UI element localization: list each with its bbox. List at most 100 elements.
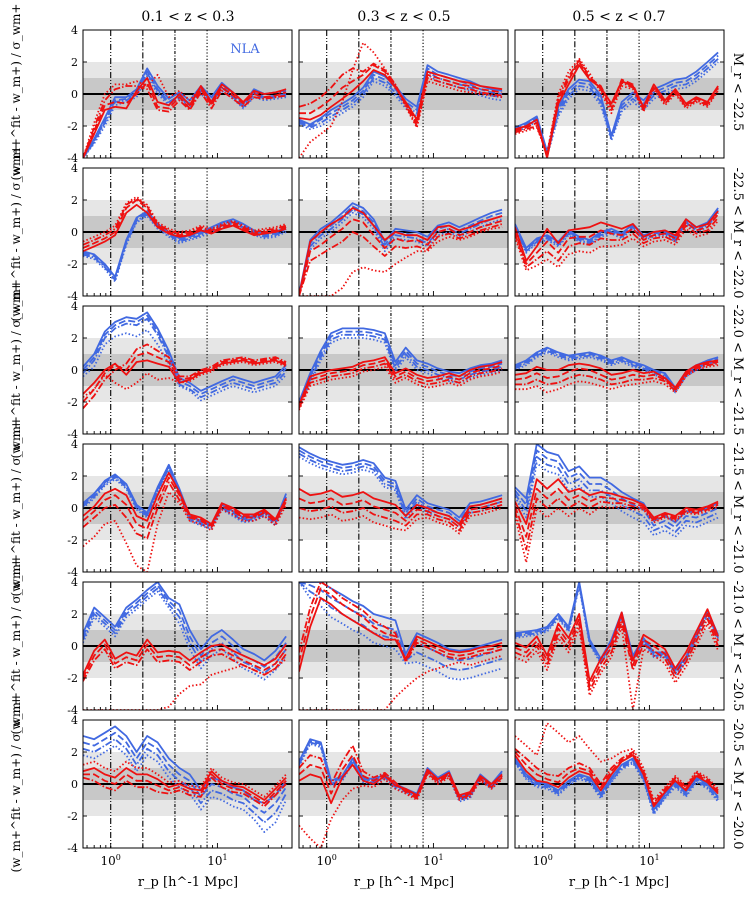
y-tick-label: -4 (67, 290, 78, 303)
panel-r0-c2 (514, 29, 725, 159)
series-tatt-dashed (299, 64, 503, 124)
series-group (83, 67, 287, 158)
series-tatt-dashdot (83, 197, 287, 246)
y-label-4: (w_m+^fit - w_m+) / σ_wm+ (9, 558, 23, 735)
y-label-3: (w_m+^fit - w_m+) / σ_wm+ (9, 420, 23, 597)
series-tatt-dashdot (83, 776, 287, 808)
series-tatt-dashdot (83, 85, 287, 158)
series-nla-solid (299, 64, 503, 126)
series-tatt-dashed (515, 487, 719, 538)
y-tick-label: 4 (71, 714, 78, 727)
series-nla-dashdot (299, 208, 503, 296)
series-tatt-dashed (83, 476, 287, 530)
x-label-1: r_p [h^-1 Mpc] (354, 875, 454, 890)
series-tatt-dotted (299, 226, 503, 296)
series-nla-solid (83, 582, 287, 662)
series-nla-solid (515, 757, 719, 811)
y-tick-label: 0 (71, 364, 78, 377)
series-tatt-dashdot (299, 362, 503, 409)
y-tick-label: -2 (67, 672, 78, 685)
y-tick-label: -2 (67, 534, 78, 547)
series-tatt-dotted (83, 195, 287, 243)
panel-r4-c2 (514, 581, 725, 711)
y-tick-label: 4 (71, 438, 78, 451)
series-nla-dashed (299, 330, 503, 404)
series-nla-dashdot (83, 467, 287, 529)
y-tick-label: -2 (67, 120, 78, 133)
series-tatt-solid (515, 478, 719, 525)
series-tatt-dashed (299, 587, 503, 663)
series-group (515, 444, 719, 564)
series-tatt-solid (83, 767, 287, 801)
series-tatt-dotted (515, 364, 719, 394)
series-tatt-dashdot (515, 362, 719, 392)
series-tatt-dashdot (515, 497, 719, 551)
y-tick-label: 2 (71, 332, 78, 345)
panel-r0-c0: -4 -2 0 2 4 (67, 24, 293, 165)
series-tatt-dashdot (83, 481, 287, 540)
series-tatt-solid (83, 638, 287, 676)
series-nla-dashed (299, 582, 503, 662)
row-label-0: M_r < -22.5 (730, 53, 745, 132)
row-label-3: -21.5 < M_r < -21.0 (730, 442, 745, 573)
series-tatt-dashed (515, 361, 719, 391)
series-nla-dotted (83, 329, 287, 402)
x-tick-label: 100 (317, 853, 337, 868)
series-tatt-dashdot (83, 648, 287, 682)
y-tick-label: 2 (71, 194, 78, 207)
series-nla-solid (299, 327, 503, 403)
x-label-0: r_p [h^-1 Mpc] (138, 875, 238, 890)
series-nla-dashdot (515, 455, 719, 533)
y-tick-label: 4 (71, 162, 78, 175)
y-tick-label: 4 (71, 24, 78, 37)
y-tick-label: 4 (71, 300, 78, 313)
series-nla-dotted (83, 75, 287, 158)
row-label-2: -22.0 < M_r < -21.5 (730, 304, 745, 435)
y-tick-label: 2 (71, 470, 78, 483)
series-nla-dotted (515, 585, 719, 676)
series-nla-dashdot (299, 333, 503, 406)
series-group (515, 346, 719, 394)
panel-grid: -4-2024-4-2024-4-2024-4-2024-4-2024-4-20… (67, 24, 725, 868)
row-label-4: -21.0 < M_r < -20.5 (730, 580, 745, 711)
y-label-1: (w_m+^fit - w_m+) / σ_wm+ (9, 145, 23, 322)
series-nla-dashdot (83, 72, 287, 158)
series-nla-dotted (515, 762, 719, 816)
y-tick-label: 4 (71, 576, 78, 589)
y-tick-label: -4 (67, 842, 78, 855)
col-title-0: 0.1 < z < 0.3 (141, 9, 234, 25)
series-tatt-dotted (515, 505, 719, 564)
series-tatt-dotted (515, 622, 719, 710)
panel-r3-c1 (298, 443, 509, 573)
y-tick-label: 0 (71, 778, 78, 791)
row-label-1: -22.5 < M_r < -22.0 (730, 167, 745, 298)
row-labels: M_r < -22.5 -22.5 < M_r < -22.0 -22.0 < … (730, 53, 745, 850)
x-tick-label: 101 (639, 853, 659, 868)
series-nla-dotted (83, 590, 287, 681)
series-tatt-dashed (515, 613, 719, 687)
series-group (515, 51, 719, 158)
panel-r5-c0: -4 -2 0 2 4 100 101 (67, 714, 293, 868)
series-nla-dashdot (515, 349, 719, 392)
panel-r4-c1 (298, 581, 509, 711)
series-tatt-dashdot (83, 343, 287, 409)
series-group (299, 446, 503, 535)
panel-r1-c1 (298, 167, 509, 297)
series-tatt-solid (83, 203, 287, 253)
panel-r5-c2: 100 101 (514, 719, 725, 868)
series-tatt-dashed (515, 213, 719, 265)
series-tatt-dashed (299, 218, 503, 296)
series-tatt-dashdot (515, 748, 719, 805)
legend-nla: NLA (230, 42, 260, 57)
y-tick-label: 0 (71, 226, 78, 239)
series-tatt-dashdot (515, 617, 719, 692)
y-tick-label: 2 (71, 608, 78, 621)
series-nla-dashed (83, 211, 287, 280)
panel-r1-c0: -4 -2 0 2 4 (67, 162, 293, 303)
series-group (515, 207, 719, 272)
y-label-0: (w_m+^fit - w_m+) / σ_wm+ (9, 4, 23, 181)
series-group (83, 463, 287, 572)
series-tatt-dotted (83, 361, 287, 398)
series-tatt-dashed (83, 773, 287, 805)
y-tick-label: -2 (67, 810, 78, 823)
